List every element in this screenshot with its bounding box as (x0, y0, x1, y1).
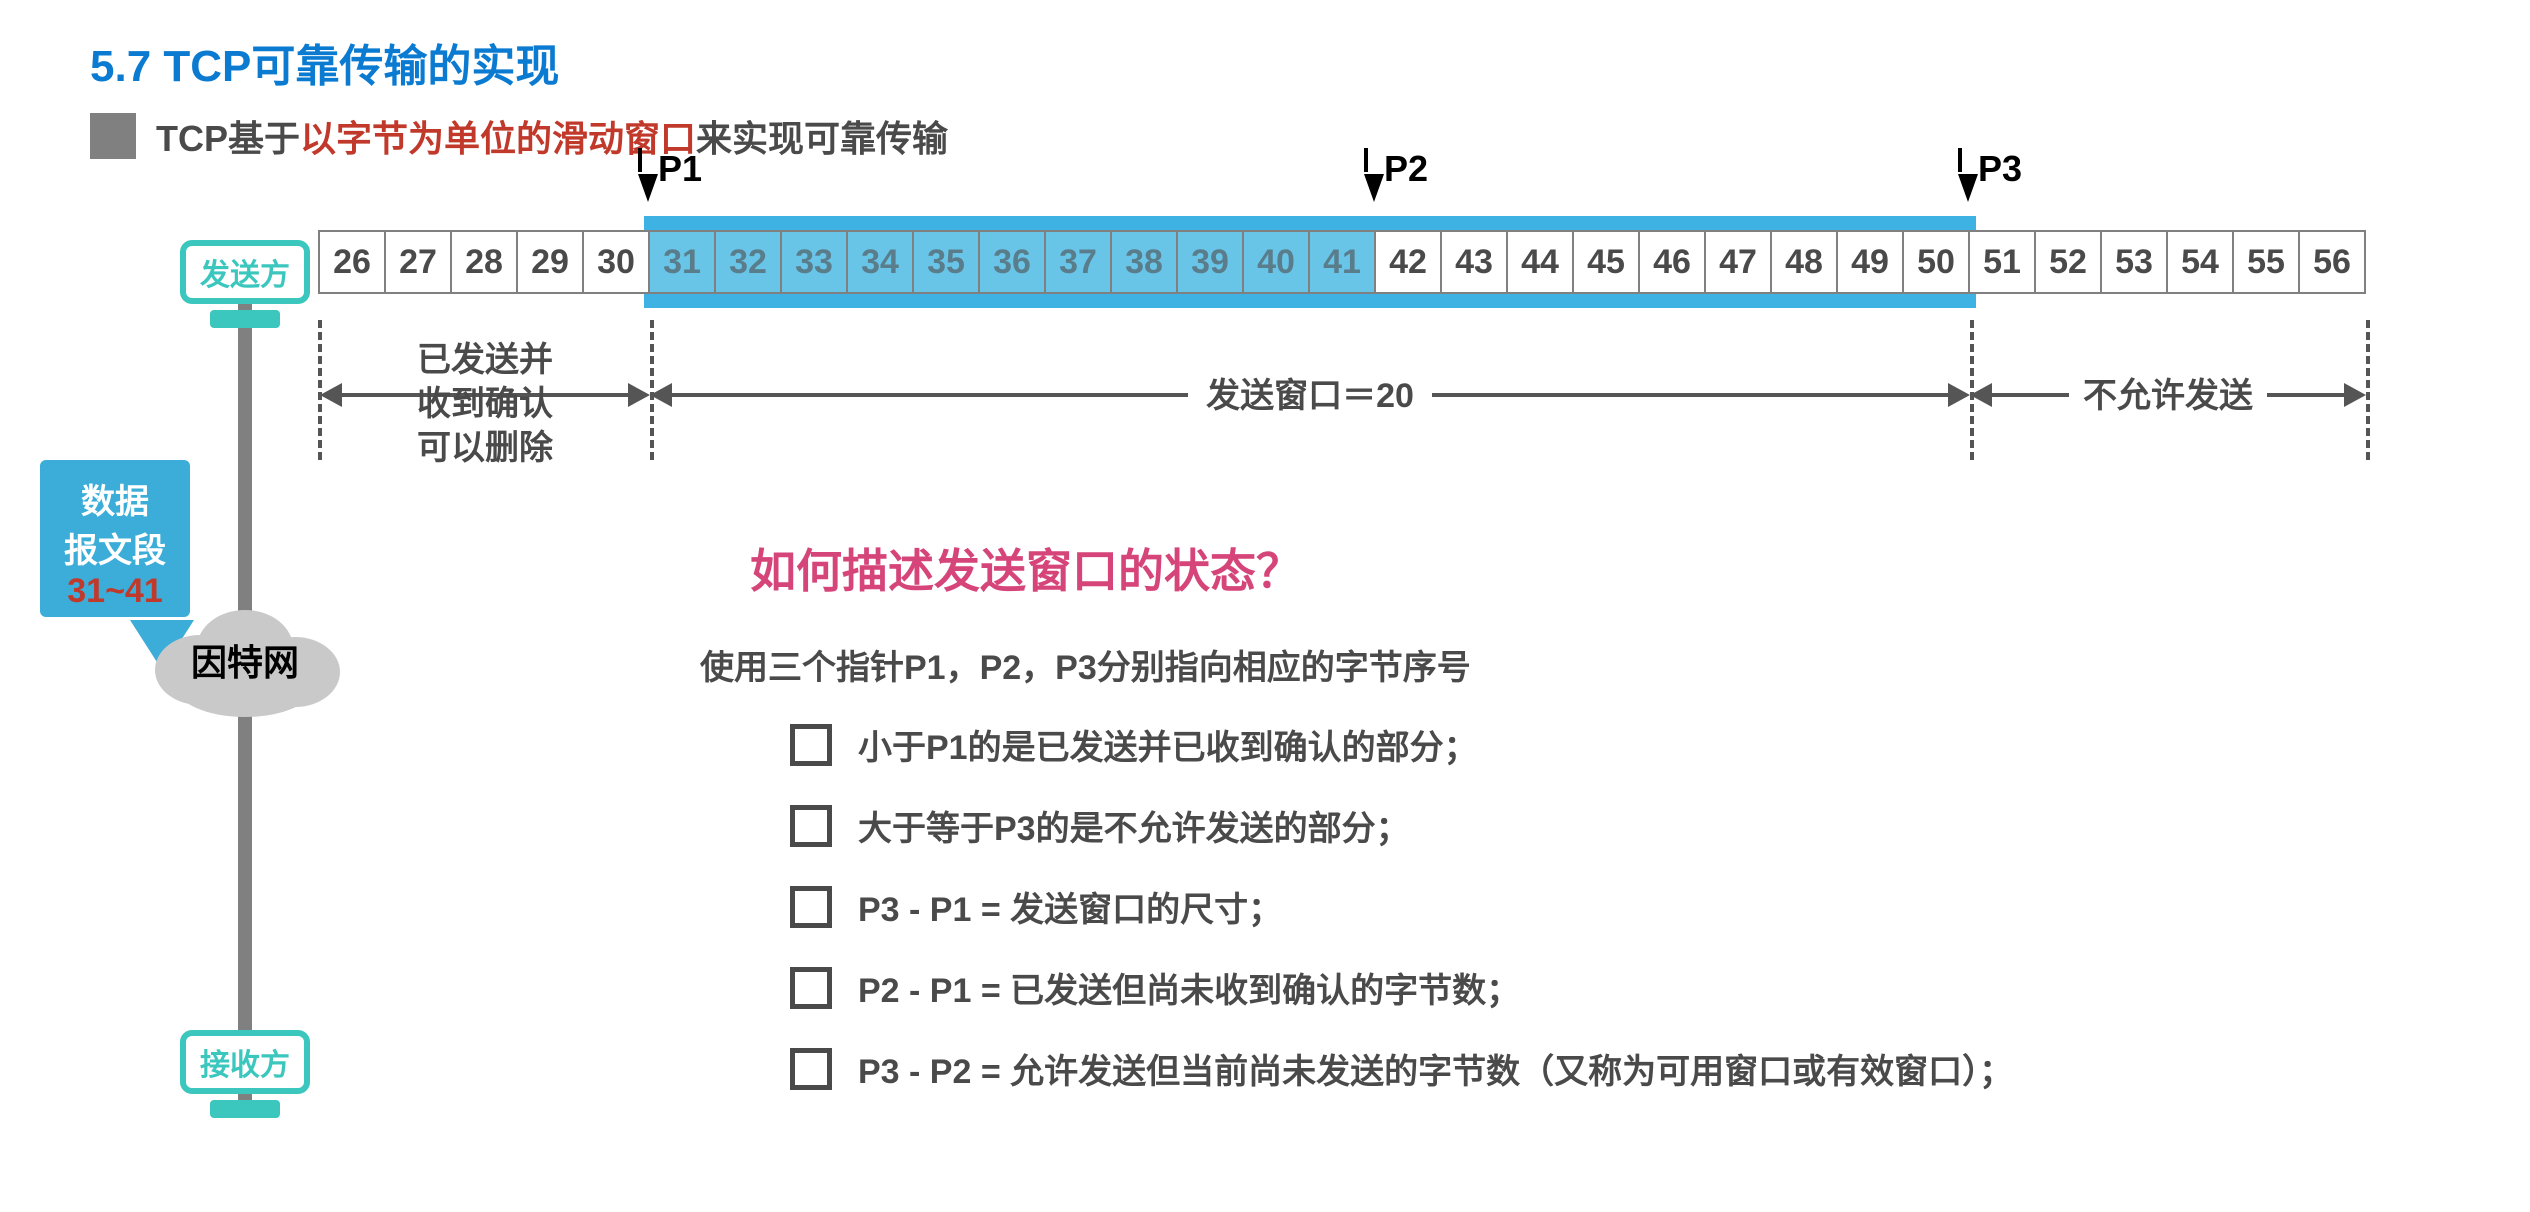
checkbox-icon (790, 886, 832, 928)
check-text: 小于P1的是已发送并已收到确认的部分； (858, 720, 1478, 769)
pointer-p1: P1 (638, 148, 702, 202)
byte-cell: 37 (1044, 230, 1112, 294)
byte-cell: 34 (846, 230, 914, 294)
byte-cell: 55 (2232, 230, 2300, 294)
byte-cell: 45 (1572, 230, 1640, 294)
checkbox-icon (790, 967, 832, 1009)
checkbox-icon (790, 805, 832, 847)
sender-stand-icon (210, 310, 280, 328)
byte-cell: 53 (2100, 230, 2168, 294)
p2-label: P2 (1384, 148, 1428, 190)
byte-cell: 29 (516, 230, 584, 294)
check-item: 小于P1的是已发送并已收到确认的部分； (790, 720, 2013, 769)
subtitle-text: TCP基于以字节为单位的滑动窗口来实现可靠传输 (156, 110, 948, 162)
anno-left-text: 已发送并收到确认可以删除 (340, 338, 630, 471)
subtitle-row: TCP基于以字节为单位的滑动窗口来实现可靠传输 (90, 110, 948, 162)
check-item: P3 - P1 = 发送窗口的尺寸； (790, 882, 2013, 931)
byte-cell: 52 (2034, 230, 2102, 294)
anno-mid-text: 发送窗口＝20 (650, 374, 1970, 418)
dash-end (2366, 320, 2370, 460)
byte-cell: 46 (1638, 230, 1706, 294)
cloud-label: 因特网 (191, 634, 299, 686)
byte-cell: 50 (1902, 230, 1970, 294)
byte-cell: 56 (2298, 230, 2366, 294)
byte-cell: 36 (978, 230, 1046, 294)
section-title: 5.7 TCP可靠传输的实现 (90, 30, 559, 94)
p3-label: P3 (1978, 148, 2022, 190)
byte-cell: 30 (582, 230, 650, 294)
subtitle-post: 来实现可靠传输 (696, 118, 948, 159)
pointer-p3: P3 (1958, 148, 2022, 202)
byte-cell: 51 (1968, 230, 2036, 294)
bullet-square-icon (90, 113, 136, 159)
check-item: 大于等于P3的是不允许发送的部分； (790, 801, 2013, 850)
byte-cell: 39 (1176, 230, 1244, 294)
checklist: 小于P1的是已发送并已收到确认的部分； 大于等于P3的是不允许发送的部分； P3 -… (790, 720, 2013, 1125)
byte-cell: 54 (2166, 230, 2234, 294)
byte-strip: 2627282930313233343536373839404142434445… (320, 230, 2500, 294)
byte-cell: 40 (1242, 230, 1310, 294)
checkbox-icon (790, 724, 832, 766)
question-heading: 如何描述发送窗口的状态？ (750, 535, 1302, 601)
byte-cell: 48 (1770, 230, 1838, 294)
byte-cell: 27 (384, 230, 452, 294)
checkbox-icon (790, 1048, 832, 1090)
byte-cell: 32 (714, 230, 782, 294)
subtitle-pre: TCP基于 (156, 118, 300, 159)
byte-strip-wrap: 2627282930313233343536373839404142434445… (320, 230, 2500, 294)
byte-cell: 31 (648, 230, 716, 294)
receiver-stand-icon (210, 1100, 280, 1118)
check-text: P2 - P1 = 已发送但尚未收到确认的字节数； (858, 963, 1520, 1012)
byte-cell: 38 (1110, 230, 1178, 294)
p1-label: P1 (658, 148, 702, 190)
check-text: P3 - P1 = 发送窗口的尺寸； (858, 882, 1282, 931)
explain-text: 使用三个指针P1，P2，P3分别指向相应的字节序号 (700, 640, 1471, 689)
check-item: P3 - P2 = 允许发送但当前尚未发送的字节数（又称为可用窗口或有效窗口）； (790, 1044, 2013, 1093)
byte-cell: 42 (1374, 230, 1442, 294)
subtitle-highlight: 以字节为单位的滑动窗口 (300, 118, 696, 159)
byte-cell: 49 (1836, 230, 1904, 294)
byte-cell: 41 (1308, 230, 1376, 294)
byte-cell: 28 (450, 230, 518, 294)
byte-cell: 33 (780, 230, 848, 294)
packet-line1: 数据 (48, 474, 182, 523)
check-text: 大于等于P3的是不允许发送的部分； (858, 801, 1410, 850)
packet-line2: 报文段 (48, 523, 182, 572)
byte-cell: 35 (912, 230, 980, 294)
anno-right-text: 不允许发送 (1970, 374, 2366, 418)
network-column: 发送方 数据 报文段 31~41 因特网 接收方 (170, 240, 320, 1140)
check-item: P2 - P1 = 已发送但尚未收到确认的字节数； (790, 963, 2013, 1012)
byte-cell: 44 (1506, 230, 1574, 294)
receiver-host: 接收方 (180, 1030, 310, 1094)
byte-cell: 43 (1440, 230, 1508, 294)
check-text: P3 - P2 = 允许发送但当前尚未发送的字节数（又称为可用窗口或有效窗口）； (858, 1044, 2013, 1093)
packet-label-box: 数据 报文段 31~41 (40, 460, 190, 617)
pointer-p2: P2 (1364, 148, 1428, 202)
sender-host: 发送方 (180, 240, 310, 304)
internet-cloud: 因特网 (145, 600, 345, 720)
byte-cell: 47 (1704, 230, 1772, 294)
byte-cell: 26 (318, 230, 386, 294)
